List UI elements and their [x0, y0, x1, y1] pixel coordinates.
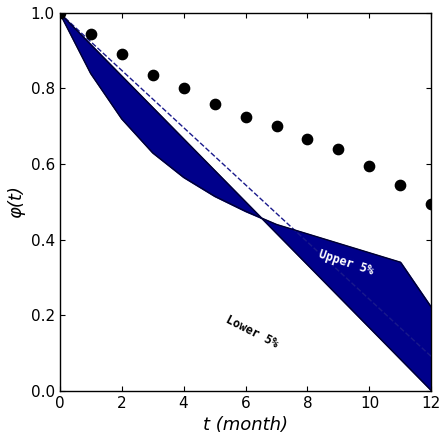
- Point: [242, 113, 249, 120]
- Point: [273, 123, 280, 130]
- Y-axis label: φ(t): φ(t): [7, 185, 25, 218]
- Point: [118, 51, 125, 58]
- X-axis label: t (month): t (month): [203, 416, 288, 434]
- Point: [304, 136, 311, 143]
- Point: [56, 9, 63, 16]
- Point: [211, 100, 218, 107]
- Point: [366, 162, 373, 169]
- Point: [180, 85, 187, 92]
- Point: [397, 181, 404, 188]
- Point: [335, 146, 342, 153]
- Text: Lower 5%: Lower 5%: [224, 314, 280, 351]
- Text: Upper 5%: Upper 5%: [317, 247, 375, 277]
- Point: [87, 30, 94, 37]
- Point: [149, 72, 156, 79]
- Point: [428, 200, 435, 207]
- Text: Median: Median: [276, 284, 321, 312]
